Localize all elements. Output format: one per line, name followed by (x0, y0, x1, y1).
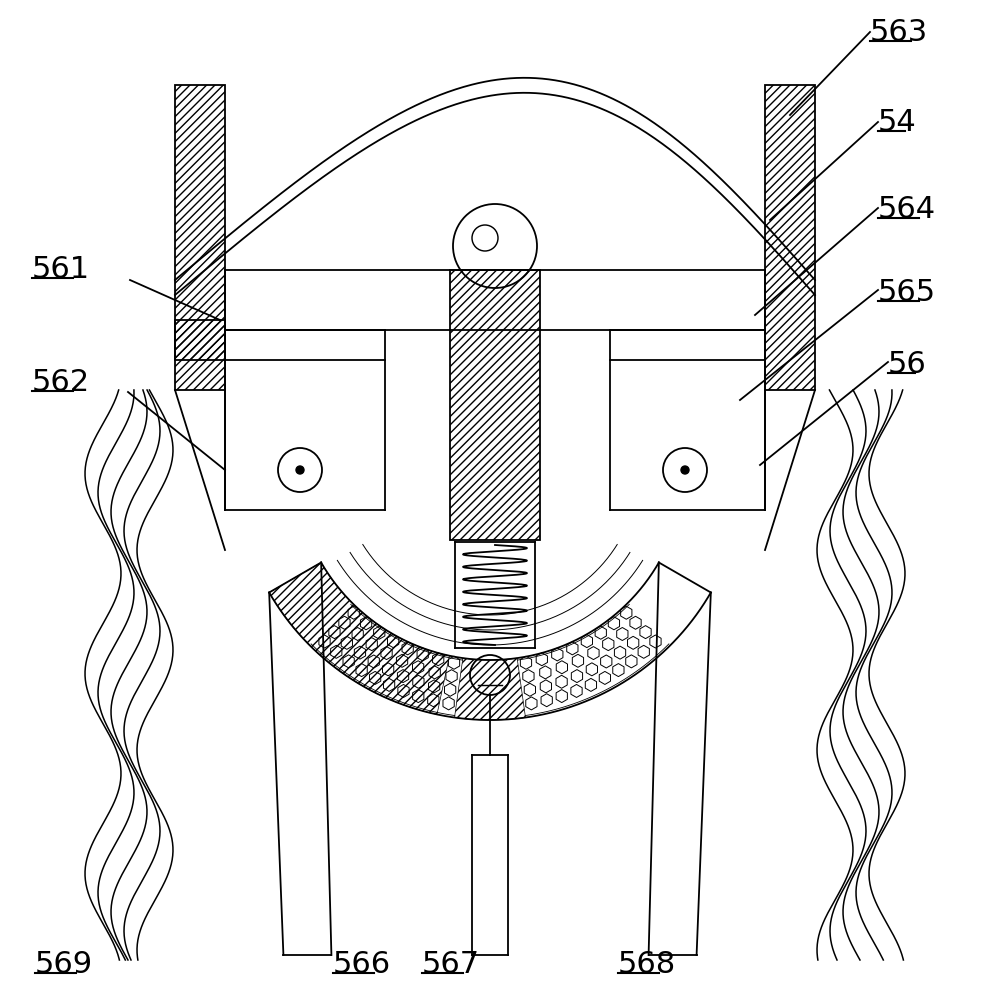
Text: 54: 54 (877, 108, 915, 137)
Text: 56: 56 (887, 350, 925, 379)
Circle shape (295, 466, 304, 474)
Text: 568: 568 (617, 950, 676, 979)
Text: 566: 566 (333, 950, 391, 979)
Text: 569: 569 (35, 950, 93, 979)
Bar (764, 85, 814, 390)
Text: 563: 563 (869, 18, 927, 47)
Text: 562: 562 (32, 368, 90, 397)
Bar (175, 320, 225, 360)
Text: 567: 567 (421, 950, 480, 979)
Bar (449, 270, 540, 540)
Text: 564: 564 (877, 195, 935, 224)
Circle shape (680, 466, 688, 474)
Bar (175, 85, 225, 390)
Text: 565: 565 (877, 278, 935, 307)
Text: 561: 561 (32, 255, 90, 284)
